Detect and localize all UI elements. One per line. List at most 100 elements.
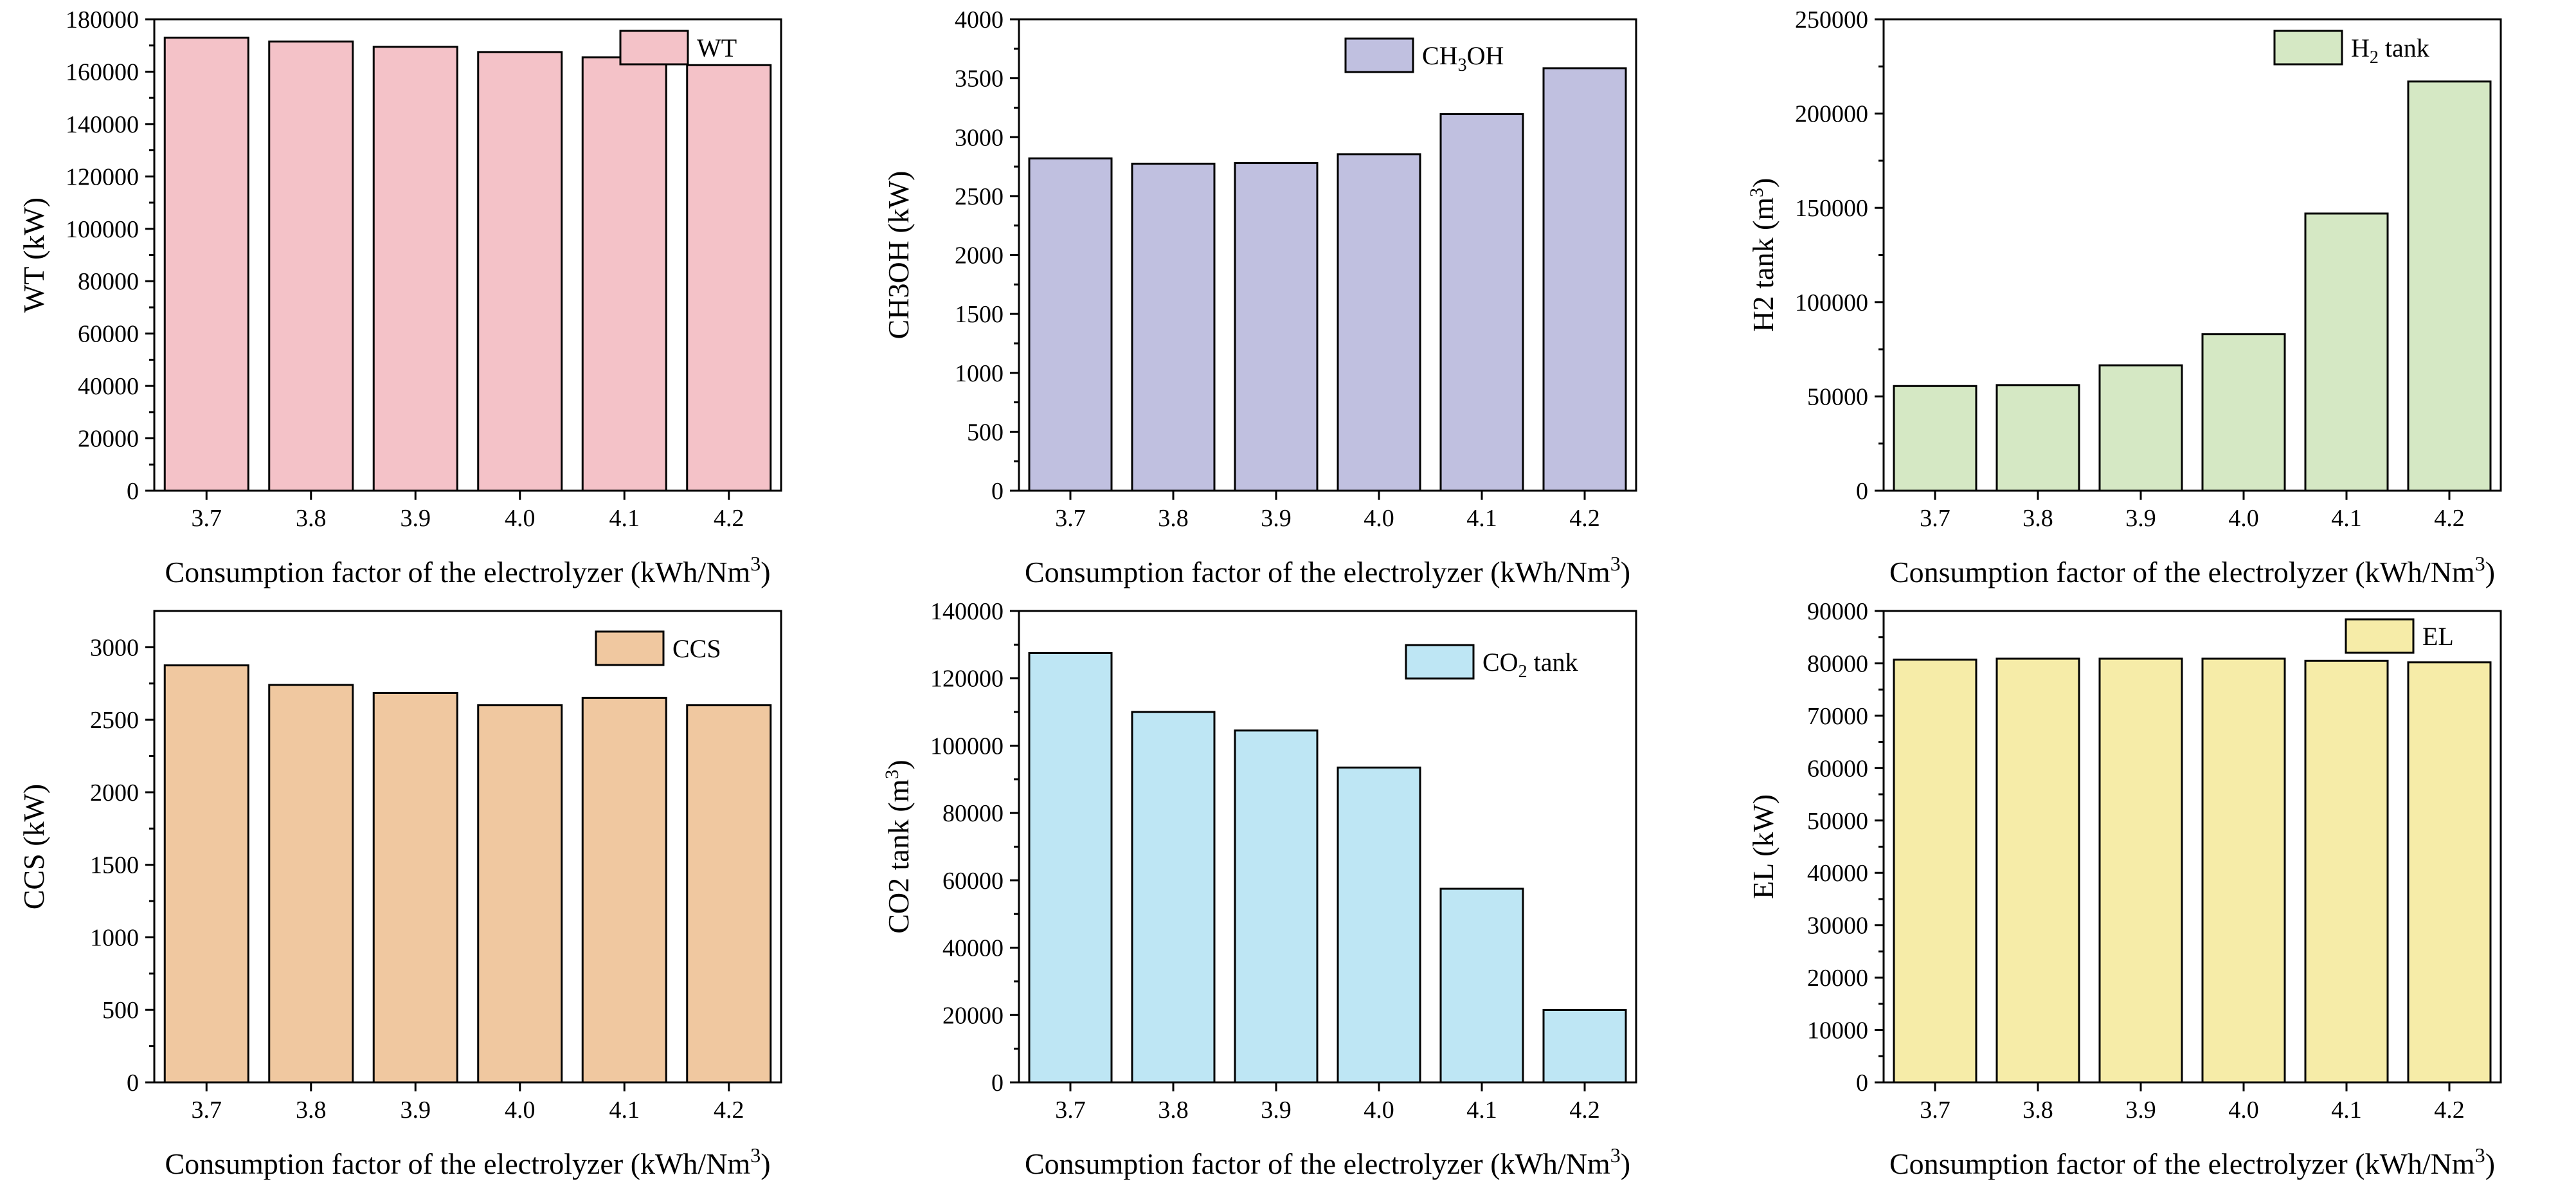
y-tick-label: 2500 — [90, 707, 139, 734]
y-tick-label: 0 — [1856, 1070, 1868, 1097]
x-tick-label: 3.9 — [401, 505, 431, 532]
x-tick-label: 3.8 — [2022, 1097, 2053, 1124]
y-tick-label: 40000 — [78, 373, 139, 400]
bar-4.1 — [2305, 660, 2388, 1082]
x-tick-label: 4.0 — [1364, 505, 1394, 532]
legend-label: CH3OH — [1422, 41, 1504, 75]
y-tick-label: 3000 — [955, 124, 1004, 151]
y-tick-label: 100000 — [930, 733, 1004, 760]
bar-4.0 — [478, 706, 562, 1082]
y-tick-label: 10000 — [1807, 1017, 1868, 1044]
y-tick-label: 0 — [127, 1070, 139, 1097]
x-axis-label: Consumption factor of the electrolyzer (… — [1889, 552, 2495, 588]
y-tick-label: 60000 — [942, 868, 1004, 895]
y-tick-label: 3500 — [955, 66, 1004, 93]
y-tick-label: 1000 — [955, 360, 1004, 387]
y-tick-label: 140000 — [66, 111, 139, 138]
y-tick-label: 100000 — [66, 216, 139, 243]
bar-3.8 — [1997, 659, 2079, 1082]
legend: CH3OH — [1346, 39, 1504, 75]
legend: CCS — [596, 632, 721, 665]
bar-4.0 — [1338, 767, 1420, 1082]
y-tick-label: 150000 — [1795, 195, 1868, 222]
x-tick-label: 3.9 — [1261, 505, 1292, 532]
legend-swatch — [596, 632, 663, 665]
y-tick-label: 60000 — [78, 321, 139, 348]
x-tick-label: 4.0 — [2228, 505, 2259, 532]
y-tick-label: 1500 — [90, 852, 139, 879]
bar-3.7 — [1029, 653, 1112, 1082]
bar-4.0 — [2202, 334, 2285, 491]
y-tick-label: 80000 — [78, 268, 139, 295]
y-tick-label: 0 — [991, 1070, 1004, 1097]
bar-4.2 — [687, 706, 771, 1082]
x-tick-label: 3.7 — [192, 1097, 222, 1124]
x-tick-label: 3.7 — [1920, 505, 1950, 532]
x-tick-label: 3.7 — [1055, 1097, 1086, 1124]
x-tick-label: 3.9 — [1261, 1097, 1292, 1124]
figure: 0200004000060000800001000001200001400001… — [0, 0, 2576, 1193]
x-tick-label: 4.2 — [714, 505, 744, 532]
bar-3.9 — [1235, 731, 1317, 1082]
bar-4.0 — [1338, 154, 1420, 491]
chart-panel-2: 0 500 1000 1500 2000 2500 3000 3500 4000 3.7 3.8 3.… — [882, 6, 1636, 588]
x-tick-label: 3.8 — [296, 505, 327, 532]
legend-label: CO2 tank — [1482, 648, 1578, 682]
y-tick-label: 30000 — [1807, 913, 1868, 940]
bar-4.1 — [1441, 889, 1523, 1082]
x-tick-label: 3.9 — [2125, 1097, 2156, 1124]
y-tick-label: 3000 — [90, 634, 139, 661]
y-axis-label: CCS (kW) — [17, 784, 50, 910]
y-tick-label: 2000 — [90, 779, 139, 806]
y-tick-label: 70000 — [1807, 703, 1868, 730]
bar-3.9 — [374, 47, 457, 491]
y-axis-label: CO2 tank (m3) — [881, 760, 915, 934]
legend-label: H2 tank — [2351, 33, 2429, 68]
bar-3.8 — [269, 42, 353, 491]
x-tick-label: 3.7 — [1920, 1097, 1950, 1124]
y-tick-label: 200000 — [1795, 101, 1868, 128]
y-tick-label: 120000 — [66, 163, 139, 190]
bar-3.8 — [269, 685, 353, 1082]
x-tick-label: 4.1 — [1466, 505, 1497, 532]
y-axis-label: EL (kW) — [1747, 794, 1779, 899]
x-tick-label: 4.2 — [1569, 1097, 1600, 1124]
y-tick-label: 0 — [127, 478, 139, 505]
bar-4.0 — [478, 52, 562, 491]
y-tick-label: 0 — [991, 478, 1004, 505]
y-tick-label: 60000 — [1807, 755, 1868, 782]
x-tick-label: 3.8 — [296, 1097, 327, 1124]
y-tick-label: 1500 — [955, 301, 1004, 328]
bar-4.2 — [1544, 68, 1626, 491]
y-tick-label: 4000 — [955, 6, 1004, 33]
y-tick-label: 80000 — [942, 800, 1004, 827]
y-tick-label: 20000 — [942, 1002, 1004, 1029]
bar-3.8 — [1997, 385, 2079, 491]
bar-3.7 — [1029, 158, 1112, 491]
y-tick-label: 100000 — [1795, 289, 1868, 316]
x-tick-label: 4.1 — [609, 1097, 640, 1124]
y-tick-label: 500 — [102, 997, 139, 1024]
y-tick-label: 160000 — [66, 59, 139, 86]
bar-3.9 — [2100, 659, 2182, 1082]
x-tick-label: 4.0 — [1364, 1097, 1394, 1124]
legend-swatch — [2274, 31, 2342, 64]
chart-panel-4: 0 500 1000 1500 2000 2500 3000 3.7 3.8 3.9 4.0 4.1 4… — [17, 611, 781, 1180]
x-axis-label: Consumption factor of the electrolyzer (… — [1025, 1143, 1630, 1180]
y-axis-label: H2 tank (m3) — [1746, 178, 1779, 332]
bar-3.8 — [1132, 163, 1214, 491]
x-axis-label: Consumption factor of the electrolyzer (… — [1889, 1143, 2495, 1180]
y-tick-label: 2500 — [955, 183, 1004, 210]
y-tick-label: 0 — [1856, 478, 1868, 505]
y-tick-label: 90000 — [1807, 598, 1868, 625]
y-tick-label: 80000 — [1807, 650, 1868, 677]
chart-panel-5: 0 20000 40000 60000 80000 100000 120000 140000 3… — [881, 598, 1636, 1180]
chart-panel-6: 0100002000030000400005000060000700008000… — [1747, 598, 2501, 1180]
bar-4.1 — [582, 698, 666, 1082]
x-tick-label: 4.2 — [2434, 505, 2465, 532]
y-axis-label: CH3OH (kW) — [882, 171, 915, 340]
bar-3.9 — [374, 693, 457, 1082]
bar-3.9 — [1235, 163, 1317, 491]
bar-4.2 — [2408, 662, 2490, 1082]
bar-4.2 — [687, 65, 771, 491]
